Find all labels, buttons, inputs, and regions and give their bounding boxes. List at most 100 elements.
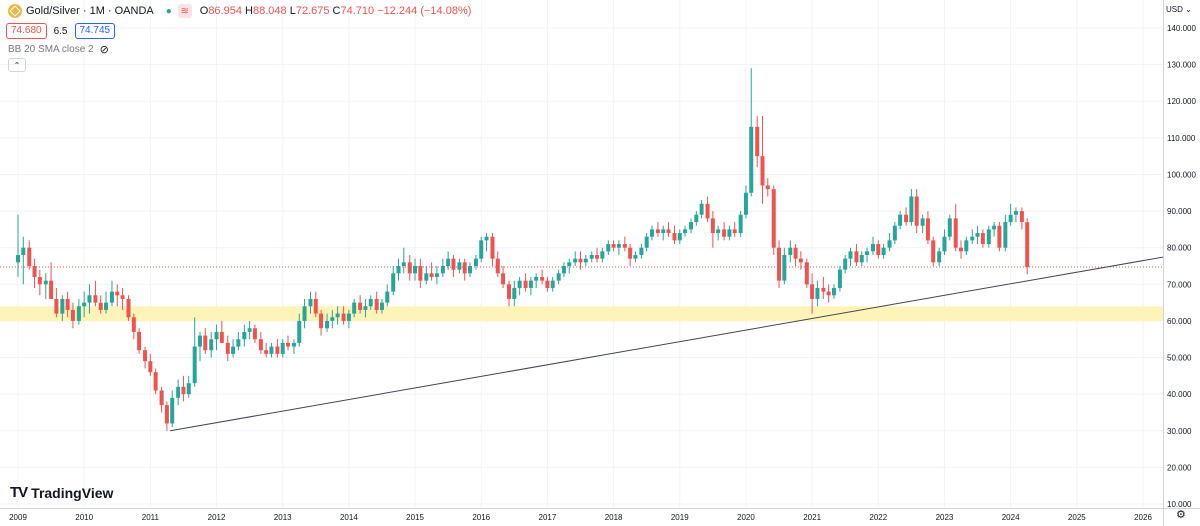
candle-body — [512, 287, 517, 299]
candle — [826, 284, 831, 303]
candle — [368, 295, 373, 310]
candle-body — [252, 328, 257, 340]
candle — [798, 251, 803, 270]
candle — [231, 339, 236, 358]
sell-button[interactable]: 74.680 — [6, 23, 47, 39]
candle — [374, 291, 379, 314]
candle-body — [115, 291, 120, 296]
candle-body — [43, 280, 48, 285]
candle-body — [495, 258, 500, 274]
candle-body — [997, 225, 1002, 248]
candle-body — [970, 236, 975, 241]
candle-body — [16, 255, 20, 263]
candle — [545, 276, 550, 292]
candle — [181, 375, 186, 402]
candle — [467, 262, 472, 277]
candle — [192, 317, 197, 387]
candle-body — [49, 280, 54, 299]
buy-button[interactable]: 74.745 — [74, 23, 116, 39]
candle — [37, 269, 42, 296]
candle-body — [258, 339, 263, 351]
candle — [595, 247, 600, 263]
candle-body — [655, 229, 660, 234]
candle-body — [633, 255, 638, 259]
candle-body — [280, 342, 285, 354]
candle-body — [467, 266, 472, 274]
candle-body — [777, 247, 782, 281]
candle-body — [561, 266, 566, 274]
time-tick-label: 2019 — [671, 513, 689, 522]
candle — [297, 313, 302, 347]
candle — [831, 284, 836, 299]
candle-body — [892, 225, 897, 241]
candle-body — [881, 247, 886, 256]
candle — [920, 214, 925, 234]
candle — [865, 247, 870, 263]
candle — [821, 276, 826, 299]
candle — [401, 247, 406, 274]
time-tick-label: 2023 — [936, 513, 954, 522]
candle-body — [765, 185, 770, 190]
candle — [473, 255, 478, 270]
candle-body — [782, 255, 787, 281]
candle — [672, 225, 677, 245]
time-tick-label: 2020 — [737, 513, 755, 522]
chart-pane[interactable] — [0, 0, 1163, 508]
time-tick-label: 2025 — [1068, 513, 1086, 522]
logo-text: TradingView — [31, 484, 114, 501]
time-tick-label: 2018 — [605, 513, 623, 522]
candle — [479, 236, 484, 263]
candle-body — [429, 273, 434, 277]
candle-body — [942, 236, 947, 252]
candle-body — [214, 331, 219, 340]
candle — [429, 262, 434, 281]
candle — [501, 266, 506, 288]
candle — [391, 266, 396, 296]
candle — [104, 291, 109, 314]
candle-body — [616, 244, 621, 248]
candle-body — [523, 280, 528, 288]
candle-body — [70, 309, 75, 321]
candle — [484, 233, 489, 252]
symbol-title[interactable]: Gold/Silver · 1M · OANDA — [26, 5, 154, 17]
candle-body — [628, 247, 633, 259]
candle — [98, 295, 103, 314]
candle — [286, 335, 290, 351]
time-scale[interactable]: 2009 2010 2011 2012 2013 2014 2015 2016 2017 2018… — [0, 508, 1163, 526]
close-value: 74.710 — [340, 5, 375, 17]
candle-body — [694, 214, 699, 223]
collapse-chevron-icon[interactable]: ⌃ — [8, 58, 26, 72]
candle — [573, 251, 578, 266]
trendline[interactable] — [170, 251, 1163, 432]
candle — [1025, 218, 1030, 275]
candle-body — [859, 255, 864, 263]
candle — [749, 68, 754, 197]
candle-body — [788, 247, 793, 256]
price-scale[interactable]: 10.000 20.000 30.000 40.000 50.000 60.000 70.0… — [1163, 0, 1200, 508]
candle — [931, 236, 936, 266]
candle-body — [683, 229, 688, 234]
eye-off-icon[interactable]: ⊘ — [99, 44, 109, 56]
candle — [269, 342, 274, 358]
candle-body — [319, 313, 324, 329]
candle — [16, 214, 20, 277]
candle-body — [21, 247, 26, 256]
candle-body — [401, 262, 406, 266]
candle-body — [595, 255, 600, 259]
candle-body — [622, 244, 627, 248]
candle-body — [60, 298, 65, 314]
indicator-legend[interactable]: BB 20 SMA close 2 ⊘ — [8, 43, 109, 56]
candle — [440, 258, 445, 277]
candle — [352, 298, 357, 318]
candle — [1013, 207, 1018, 223]
price-tick-label: 70.000 — [1167, 280, 1192, 289]
settings-gear-icon[interactable]: ⚙ — [1176, 509, 1186, 521]
candle-body — [909, 196, 914, 223]
currency-selector[interactable]: USD ⌄ — [1166, 5, 1192, 14]
market-status-icon[interactable]: ● — [165, 5, 172, 17]
indicator-wave-icon[interactable]: ≋ — [177, 4, 192, 18]
price-tick-label: 80.000 — [1167, 244, 1192, 253]
candle-body — [992, 225, 997, 230]
candle-body — [854, 251, 859, 263]
candle — [843, 255, 848, 274]
